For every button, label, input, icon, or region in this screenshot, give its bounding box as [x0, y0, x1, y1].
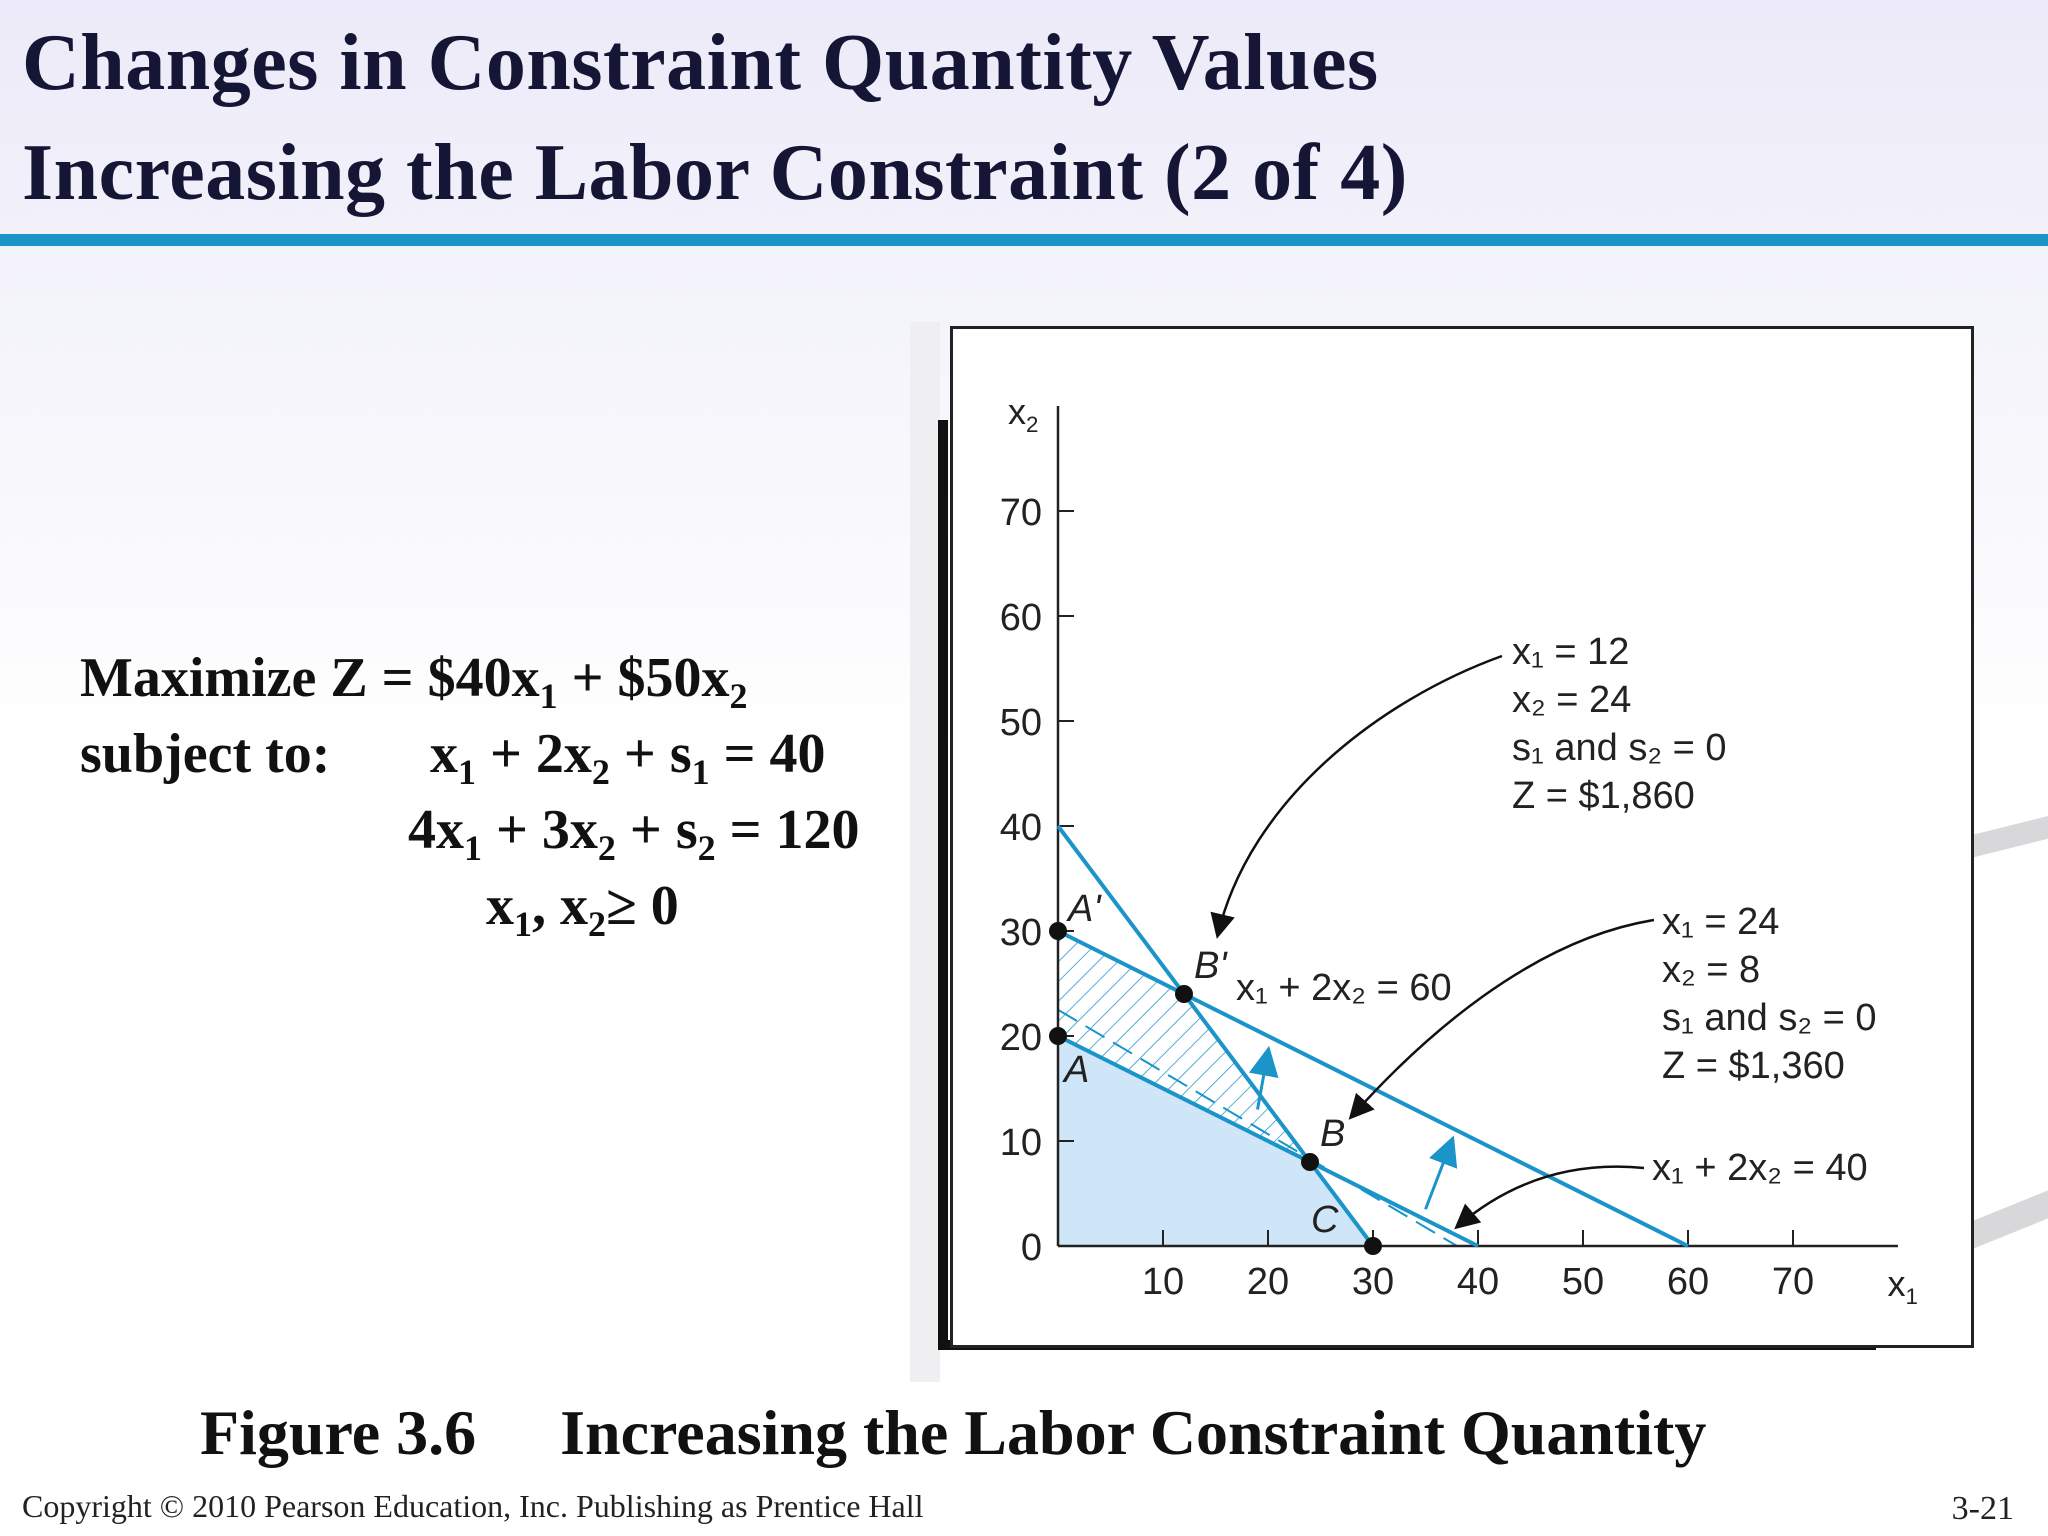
clay-line-120 [1056, 824, 1375, 1248]
slide-title-line-2: Increasing the Labor Constraint (2 of 4) [22, 129, 1408, 217]
y-tick-label: 70 [1000, 492, 1042, 534]
expanded-region-hatch [1058, 931, 1310, 1162]
labor-constraint: x1 + 2x2 + s1 = 40 [430, 723, 826, 793]
y-tick-label: 0 [1021, 1227, 1042, 1269]
labor-line-60 [1057, 929, 1689, 1248]
annotation-upper-line: x₁ = 12 [1512, 631, 1629, 673]
point-c-label: C [1311, 1199, 1339, 1241]
x-tick-label: 30 [1352, 1261, 1394, 1303]
callout-arrow-lower [1348, 918, 1655, 1120]
figure-shadow [938, 420, 948, 1350]
y-tick-label: 50 [1000, 702, 1042, 744]
x-tick-label: 20 [1247, 1261, 1289, 1303]
title-divider [0, 234, 2048, 246]
x-tick-label: 60 [1667, 1261, 1709, 1303]
x-tick-label: 10 [1142, 1261, 1184, 1303]
point-b [1301, 1153, 1319, 1171]
point-b-prime-label: B' [1194, 945, 1228, 987]
x-tick-label: 40 [1457, 1261, 1499, 1303]
shift-arrow [1248, 1045, 1279, 1110]
figure-caption: Figure 3.6 Increasing the Labor Constrain… [200, 1396, 1706, 1470]
point-a [1049, 1027, 1067, 1045]
subject-to-label: subject to: [80, 723, 331, 785]
point-c [1364, 1237, 1382, 1255]
annotation-upper-line: s₁ and s₂ = 0 [1512, 727, 1727, 769]
dashed-guide-line [1057, 1008, 1458, 1247]
label-line-60: x₁ + 2x₂ = 60 [1236, 967, 1452, 1009]
labor-line-40 [1057, 1034, 1479, 1248]
y-tick-label: 30 [1000, 912, 1042, 954]
label-line-40: x₁ + 2x₂ = 40 [1652, 1147, 1868, 1189]
objective-function: Maximize Z = $40x1 + $50x2 [80, 647, 748, 717]
slide-title-line-1: Changes in Constraint Quantity Values [22, 19, 1379, 107]
y-tick-label: 60 [1000, 597, 1042, 639]
x-tick-label: 50 [1562, 1261, 1604, 1303]
point-a-prime-label: A' [1066, 888, 1102, 930]
shift-arrow [1424, 1135, 1458, 1210]
figure-number: Figure 3.6 [200, 1397, 477, 1468]
annotation-upper-line: Z = $1,860 [1512, 775, 1695, 817]
figure-title: Increasing the Labor Constraint Quantity [560, 1397, 1707, 1468]
copyright-notice: Copyright © 2010 Pearson Education, Inc.… [22, 1488, 924, 1524]
point-b-label: B [1320, 1113, 1345, 1155]
annotation-lower-line: s₁ and s₂ = 0 [1662, 997, 1877, 1039]
slide-number: 3-21 [1951, 1490, 2014, 1527]
x-axis-label: x1 [1888, 1263, 1918, 1309]
callout-arrow-line40 [1454, 1165, 1645, 1230]
annotation-lower-line: x₁ = 24 [1662, 901, 1779, 943]
point-b-prime [1175, 985, 1193, 1003]
y-tick-label: 10 [1000, 1122, 1042, 1164]
annotation-lower-line: x₂ = 8 [1662, 949, 1760, 991]
clay-constraint: 4x1 + 3x2 + s2 = 120 [408, 799, 860, 869]
annotation-lower-line: Z = $1,360 [1662, 1045, 1845, 1087]
callout-arrow-upper [1210, 654, 1503, 939]
point-a-label: A [1062, 1049, 1089, 1091]
nonnegativity-constraint: x1, x2≥ 0 [486, 875, 679, 945]
y-tick-label: 40 [1000, 807, 1042, 849]
feasible-region [1058, 1036, 1373, 1246]
point-a-prime [1049, 922, 1067, 940]
x-tick-label: 70 [1772, 1261, 1814, 1303]
y-axis-label: x2 [1008, 391, 1038, 437]
y-tick-label: 20 [1000, 1017, 1042, 1059]
annotation-upper-line: x₂ = 24 [1512, 679, 1631, 721]
figure-shadow-pad [910, 322, 940, 1382]
